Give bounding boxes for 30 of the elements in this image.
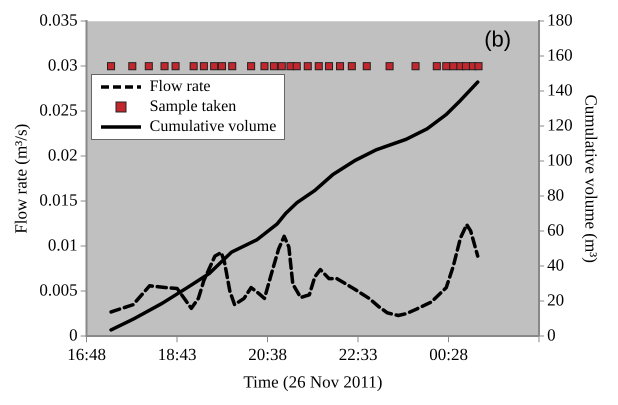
y2-tick-label: 40 <box>547 256 564 275</box>
x-tick-label: 16:48 <box>67 344 106 364</box>
annotation: (b) <box>484 26 512 52</box>
x-tick-label: 22:33 <box>338 344 378 364</box>
y-tick-label: 0 <box>69 326 78 345</box>
legend-label: Flow rate <box>150 77 211 98</box>
legend-label: Cumulative volume <box>150 117 276 138</box>
y2-tick-label: 120 <box>547 116 573 135</box>
y-tick-label: 0.02 <box>48 146 78 165</box>
x-tick-label: 20:38 <box>248 344 287 364</box>
y-tick-label: 0.025 <box>39 100 78 120</box>
y-tick-label: 0.03 <box>48 56 78 75</box>
y2-tick-label: 0 <box>547 326 556 345</box>
y2-tick-label: 80 <box>547 186 564 205</box>
x-axis-title: Time (26 Nov 2011) <box>243 372 382 392</box>
y-tick-label: 0.01 <box>48 236 78 255</box>
x-tick-label: 00:28 <box>429 344 468 364</box>
y2-tick-label: 20 <box>547 290 564 310</box>
y2-tick-label: 140 <box>547 80 573 100</box>
y-tick-label: 0.035 <box>39 10 78 30</box>
y2-tick-label: 100 <box>547 150 573 170</box>
y-tick-label: 0.005 <box>39 280 78 300</box>
x-tick-label: 18:43 <box>158 344 197 364</box>
y2-axis-title: Cumulative volume (m³) <box>581 94 600 263</box>
y2-tick-label: 160 <box>547 46 573 65</box>
y2-tick-label: 60 <box>547 220 564 240</box>
y-tick-label: 0.015 <box>39 190 78 210</box>
legend-label: Sample taken <box>150 97 236 118</box>
y2-tick-label: 180 <box>547 10 573 30</box>
y-axis-title: Flow rate (m³/s) <box>12 124 31 234</box>
